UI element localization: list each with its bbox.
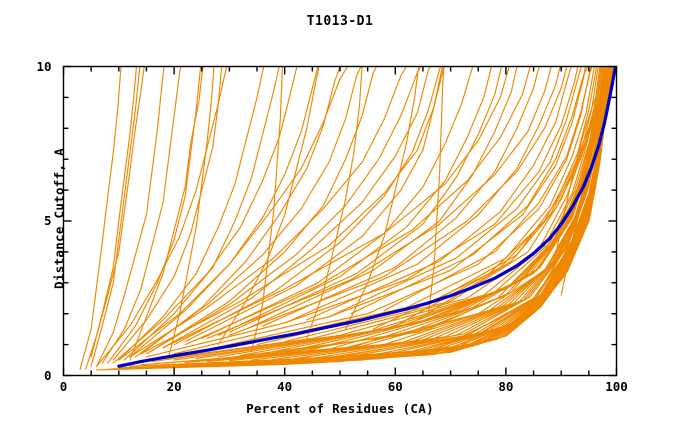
prediction-curve [217, 66, 320, 346]
prediction-curve [118, 66, 265, 361]
prediction-curve [129, 66, 204, 361]
tick-group [62, 65, 618, 377]
prediction-curve [344, 66, 420, 330]
prediction-curve [306, 66, 363, 339]
prediction-curve [427, 66, 445, 315]
prediction-curve [184, 66, 531, 346]
y-tick-label: 5 [43, 213, 52, 228]
x-tick-label: 60 [387, 379, 403, 394]
prediction-curve [228, 66, 568, 336]
prediction-curve [173, 66, 587, 355]
x-tick-label: 100 [605, 379, 628, 394]
prediction-curve [549, 66, 614, 284]
prediction-curve [228, 66, 503, 333]
prediction-curve [112, 66, 298, 364]
prediction-curve [372, 66, 610, 330]
prediction-curve [262, 66, 540, 327]
prediction-curve [250, 66, 284, 352]
curve-group [79, 66, 617, 371]
prediction-curve [167, 66, 215, 358]
prediction-curve [123, 66, 280, 361]
prediction-curve [560, 66, 615, 296]
prediction-curve [101, 66, 182, 364]
y-tick-label: 10 [36, 58, 52, 74]
prediction-curve [195, 66, 604, 360]
prediction-curve [145, 66, 579, 358]
prediction-curve [79, 66, 122, 370]
prediction-curve [328, 66, 582, 318]
prediction-curve [118, 66, 349, 361]
prediction-curve [306, 66, 572, 321]
prediction-curve [179, 66, 617, 368]
prediction-curve [201, 66, 474, 339]
prediction-curve [350, 66, 589, 315]
reference-curve [117, 66, 617, 368]
prediction-curve [112, 66, 617, 370]
x-tick-label: 80 [498, 379, 514, 394]
prediction-curve [129, 66, 319, 358]
y-axis-title: Distance Cutoff, A [51, 148, 67, 289]
prediction-curve [162, 66, 432, 349]
prediction-curve [217, 66, 493, 336]
prediction-curve [90, 66, 141, 367]
x-tick-label: 40 [277, 379, 293, 394]
prediction-curve [162, 66, 510, 349]
prediction-curve [228, 66, 595, 349]
prediction-curve [184, 66, 444, 343]
prediction-curve [206, 66, 552, 339]
prediction-curve [96, 66, 228, 367]
prediction-curve [383, 66, 593, 312]
prediction-curve [96, 66, 165, 367]
prediction-curve [134, 66, 362, 358]
prediction-curve [112, 66, 223, 361]
page-title: T1013-D1 [306, 14, 374, 29]
prediction-curve [90, 66, 138, 358]
prediction-curve [129, 66, 601, 364]
prediction-curve [145, 66, 422, 355]
prediction-curve [151, 66, 378, 352]
prediction-curve [284, 66, 561, 324]
prediction-curve [140, 66, 445, 355]
prediction-curve [245, 66, 518, 330]
x-tick-label: 0 [59, 379, 68, 394]
x-tick-label: 20 [166, 379, 182, 394]
prediction-curve [328, 66, 611, 350]
prediction-curve [140, 66, 341, 355]
y-tick-label: 0 [43, 367, 52, 383]
prediction-curve [118, 66, 617, 369]
x-axis-title: Percent of Residues (CA) [246, 401, 434, 416]
prediction-curve [129, 66, 407, 358]
